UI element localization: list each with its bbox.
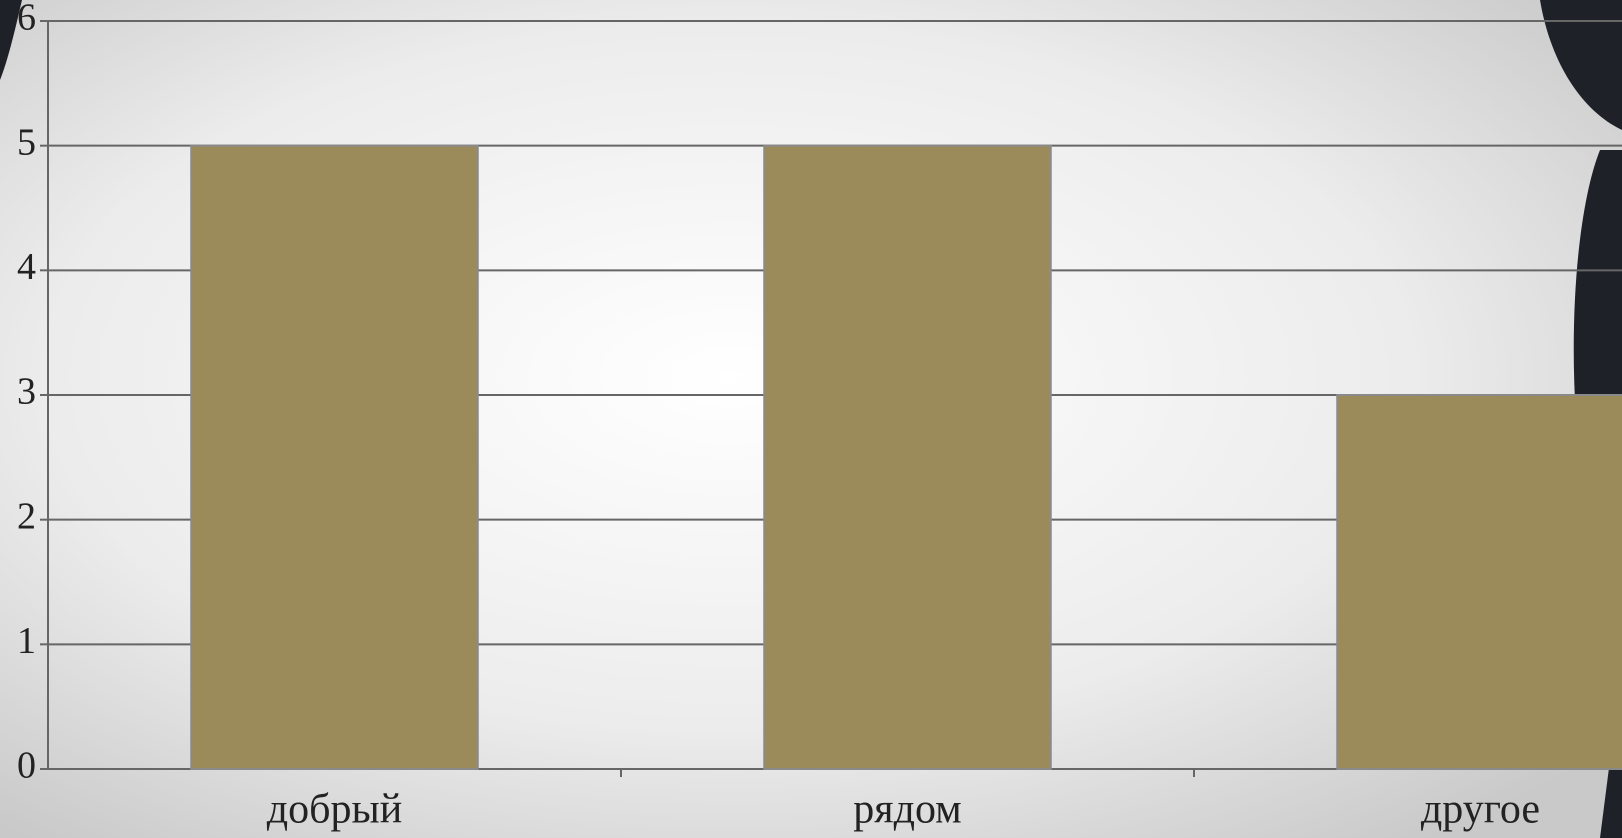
y-tick-label: 6 <box>17 0 36 39</box>
y-tick-label: 2 <box>17 495 36 537</box>
decoration <box>1540 0 1622 130</box>
x-tick-label: другое <box>1421 787 1540 833</box>
bars <box>190 144 1622 770</box>
bar <box>763 144 1052 770</box>
x-tick-label: добрый <box>267 787 402 833</box>
decoration <box>0 0 22 80</box>
bar <box>190 144 479 770</box>
bar <box>1336 394 1622 770</box>
y-tick-label: 4 <box>17 246 36 288</box>
y-tick-label: 0 <box>17 745 36 787</box>
labels: 0 1 2 3 4 5 6 добрый рядом другое <box>17 0 1540 833</box>
y-tick-label: 3 <box>17 371 36 413</box>
y-tick-label: 5 <box>17 121 36 163</box>
y-tick-label: 1 <box>17 620 36 662</box>
decoration <box>1573 150 1622 400</box>
x-tick-label: рядом <box>853 787 961 833</box>
